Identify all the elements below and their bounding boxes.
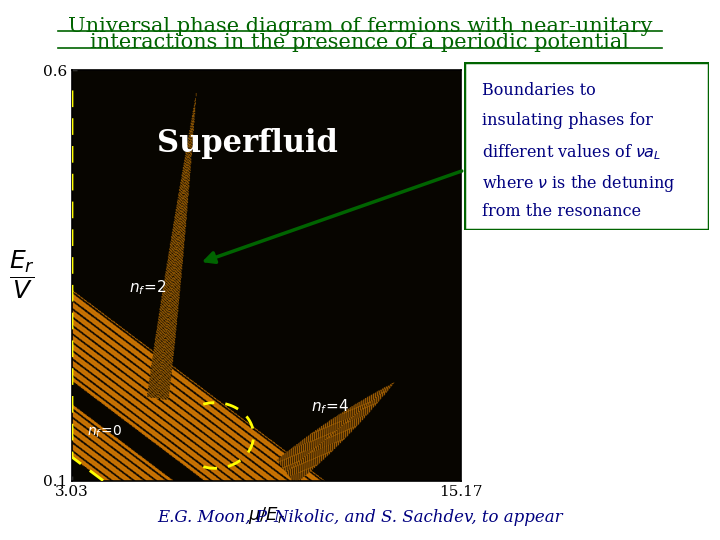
FancyBboxPatch shape xyxy=(464,62,709,230)
Text: $n_f\!=\!4$: $n_f\!=\!4$ xyxy=(311,397,350,416)
Text: $n_f\!=\!0$: $n_f\!=\!0$ xyxy=(87,423,122,440)
Text: Universal phase diagram of fermions with near-unitary: Universal phase diagram of fermions with… xyxy=(68,17,652,36)
Text: different values of $\nu a_L$: different values of $\nu a_L$ xyxy=(482,143,661,162)
X-axis label: $\mu/E_r$: $\mu/E_r$ xyxy=(248,505,285,526)
Text: E.G. Moon, P. Nikolic, and S. Sachdev, to appear: E.G. Moon, P. Nikolic, and S. Sachdev, t… xyxy=(157,510,563,526)
Text: $\dfrac{E_r}{V}$: $\dfrac{E_r}{V}$ xyxy=(9,249,35,301)
Text: Boundaries to: Boundaries to xyxy=(482,82,595,99)
Text: where $\nu$ is the detuning: where $\nu$ is the detuning xyxy=(482,173,675,193)
Text: insulating phases for: insulating phases for xyxy=(482,112,652,129)
Text: interactions in the presence of a periodic potential: interactions in the presence of a period… xyxy=(91,33,629,52)
Text: $n_f\!=\!2$: $n_f\!=\!2$ xyxy=(129,278,166,296)
Text: from the resonance: from the resonance xyxy=(482,202,641,220)
Text: Superfluid: Superfluid xyxy=(157,129,338,159)
